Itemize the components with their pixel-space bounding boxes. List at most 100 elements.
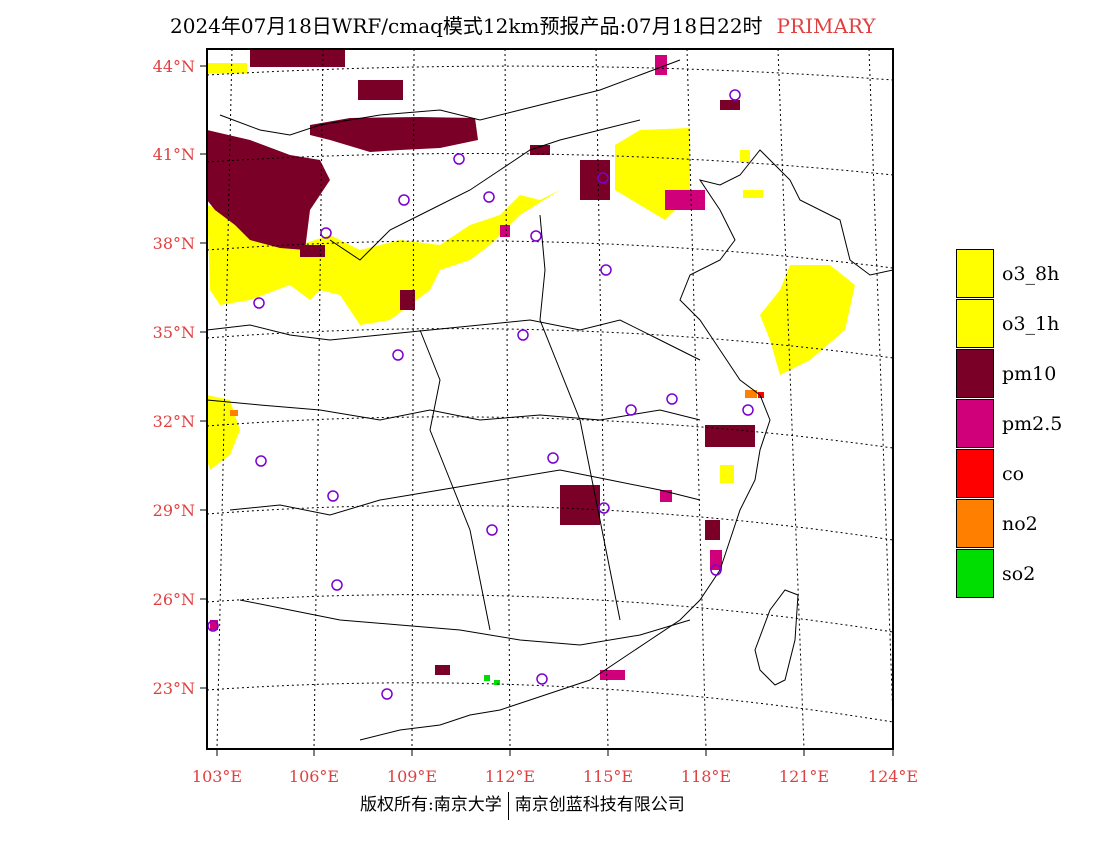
lon-line (868, 48, 894, 721)
legend-swatch (956, 549, 994, 598)
pm25-patch (710, 550, 722, 570)
station-marker (486, 524, 498, 536)
pm10-patch (435, 665, 450, 675)
lon-axis: 103°E 106°E 109°E 112°E 115°E 118°E 121°… (192, 749, 918, 786)
legend-label: co (1002, 463, 1025, 485)
legend-label: no2 (1002, 513, 1038, 535)
o3-patch (720, 465, 734, 483)
legend-item-pm10: pm10 (956, 349, 1100, 399)
lat-label: 26°N (153, 590, 195, 609)
station-marker (666, 393, 678, 405)
legend-swatch (956, 449, 994, 498)
station-marker (253, 297, 265, 309)
province-line (539, 214, 621, 621)
lat-label: 29°N (153, 501, 195, 520)
so2-patch (494, 680, 500, 685)
lat-label: 38°N (153, 234, 195, 253)
lon-line (313, 48, 324, 750)
lon-label: 109°E (387, 767, 437, 786)
so2-patch (484, 675, 490, 681)
station-marker (598, 502, 610, 514)
lon-label: 103°E (192, 767, 242, 786)
lat-label: 35°N (153, 323, 195, 342)
o3-patch (207, 63, 247, 73)
legend-swatch (956, 399, 994, 448)
station-marker (398, 194, 410, 206)
station-marker (255, 455, 267, 467)
province-line (239, 599, 691, 646)
footer-left: 版权所有:南京大学 (360, 795, 502, 815)
lon-label: 121°E (779, 767, 829, 786)
station-marker (517, 329, 529, 341)
title-tag: PRIMARY (776, 14, 876, 38)
legend: o3_8h o3_1h pm10 pm2.5 co no2 so2 (956, 249, 1100, 599)
pm25-patch (655, 55, 667, 75)
legend-swatch (956, 499, 994, 548)
o3-patch (743, 190, 763, 198)
lon-label: 115°E (583, 767, 633, 786)
legend-label: pm2.5 (1002, 413, 1063, 435)
lon-line (595, 48, 609, 750)
station-marker (320, 227, 332, 239)
station-marker (530, 230, 542, 242)
pm10-patch (560, 485, 600, 525)
legend-swatch (956, 249, 994, 298)
station-marker (331, 579, 343, 591)
province-line (329, 119, 641, 261)
map-frame (206, 48, 894, 750)
legend-item-so2: so2 (956, 549, 1100, 599)
legend-label: o3_8h (1002, 263, 1060, 285)
grid-lines (206, 48, 894, 750)
station-marker (742, 404, 754, 416)
legend-item-pm25: pm2.5 (956, 399, 1100, 449)
pm10-patch (358, 80, 403, 100)
station-marker (453, 153, 465, 165)
legend-label: o3_1h (1002, 313, 1060, 335)
station-marker (710, 564, 722, 576)
legend-item-o3-8h: o3_8h (956, 249, 1100, 299)
station-marker (625, 404, 637, 416)
co-patch (758, 392, 764, 398)
lat-label: 23°N (153, 679, 195, 698)
legend-item-co: co (956, 449, 1100, 499)
station-marker (327, 490, 339, 502)
copyright-footer: 版权所有:南京大学 南京创蓝科技有限公司 (360, 790, 685, 820)
legend-label: pm10 (1002, 363, 1057, 385)
pm25-patch (210, 620, 218, 630)
pm10-patch (720, 100, 740, 110)
legend-item-no2: no2 (956, 499, 1100, 549)
station-marker (536, 673, 548, 685)
pm10-patch (705, 520, 720, 540)
lon-label: 124°E (868, 767, 918, 786)
lon-label: 106°E (289, 767, 339, 786)
map-title: 2024年07月18日WRF/cmaq模式12km预报产品:07月18日22时 P… (170, 10, 876, 39)
o3-patch (740, 150, 750, 162)
no2-patch (745, 390, 757, 398)
legend-swatch (956, 349, 994, 398)
station-marker (483, 191, 495, 203)
lat-label: 44°N (153, 57, 195, 76)
pm10-patch (580, 160, 610, 200)
title-main: 2024年07月18日WRF/cmaq模式12km预报产品:07月18日22时 (170, 14, 763, 38)
o3-region-north (207, 190, 560, 325)
pm10-patch (250, 49, 345, 67)
lon-line (686, 48, 707, 750)
lon-line (504, 48, 511, 750)
lat-axis: 44°N 41°N 38°N 35°N 32°N 29°N 26°N 23°N (153, 57, 207, 698)
province-line (229, 469, 701, 516)
station-markers (207, 89, 754, 700)
province-line (419, 329, 491, 631)
station-marker (381, 688, 393, 700)
station-marker (392, 349, 404, 361)
pollutant-layer (207, 49, 855, 685)
station-marker (547, 452, 559, 464)
pm25-patch (660, 490, 672, 502)
pm10-region-band (310, 117, 478, 152)
legend-swatch (956, 299, 994, 348)
lon-label: 118°E (681, 767, 731, 786)
pm25-patch (665, 190, 705, 210)
pm10-patch (530, 145, 550, 155)
taiwan-outline (754, 589, 799, 686)
station-marker (729, 89, 741, 101)
